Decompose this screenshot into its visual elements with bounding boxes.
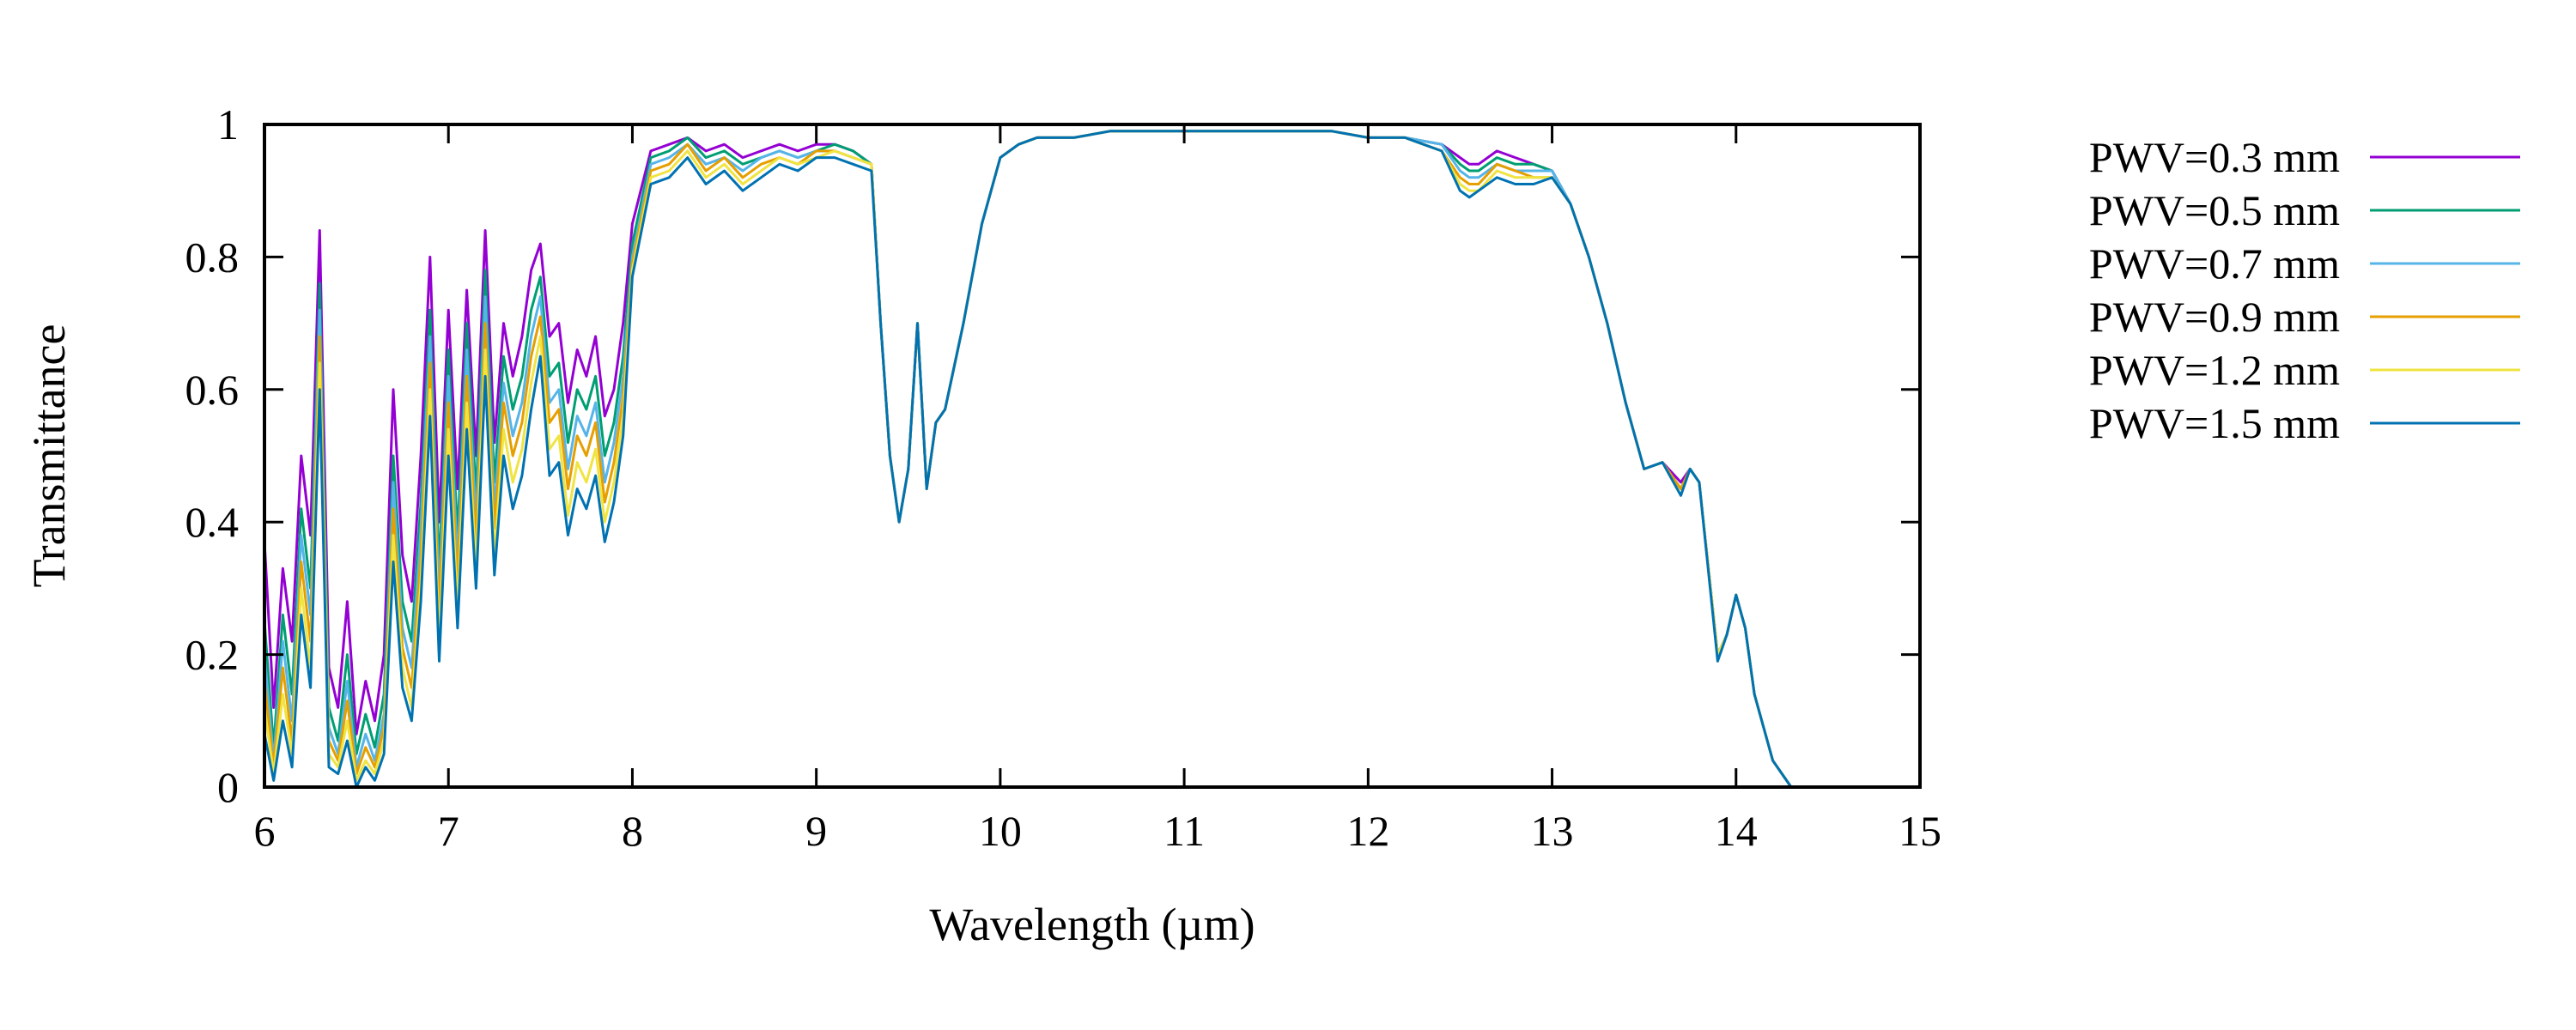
x-axis-label: Wavelength (µm) [929,899,1255,950]
y-tick-label: 0.4 [185,498,240,546]
y-tick-label: 1 [217,100,239,148]
x-tick-label: 13 [1531,807,1574,855]
x-tick-label: 15 [1899,807,1941,855]
legend-label: PWV=0.3 mm [2089,133,2340,181]
legend-item: PWV=1.5 mm [2089,399,2520,447]
legend-item: PWV=0.5 mm [2089,186,2520,234]
x-tick-label: 9 [805,807,827,855]
x-tick-label: 6 [254,807,276,855]
legend-item: PWV=0.7 mm [2089,239,2520,288]
y-tick-label: 0.2 [185,631,240,679]
legend-label: PWV=1.5 mm [2089,399,2340,447]
x-tick-label: 7 [438,807,459,855]
legend-item: PWV=1.2 mm [2089,346,2520,394]
x-tick-label: 14 [1715,807,1758,855]
x-tick-label: 12 [1346,807,1389,855]
y-tick-label: 0.6 [185,366,240,414]
legend-item: PWV=0.3 mm [2089,133,2520,181]
ticks-layer: 6 7 8 9 10 11 12 13 14 15 0 0.2 0.4 0.6 0.8 1 [185,100,1942,855]
x-tick-label: 11 [1163,807,1205,855]
x-tick-label: 8 [622,807,643,855]
series-layer [263,130,1920,789]
legend-label: PWV=0.7 mm [2089,239,2340,288]
plot-frame [263,123,1922,789]
x-tick-label: 10 [979,807,1022,855]
y-axis-label: Transmittance [23,324,75,588]
legend-label: PWV=0.5 mm [2089,186,2340,234]
legend-label: PWV=1.2 mm [2089,346,2340,394]
legend-item: PWV=0.9 mm [2089,293,2520,341]
series-line-6 [263,130,1920,789]
legend: PWV=0.3 mm PWV=0.5 mm PWV=0.7 mm PWV=0.9 mm… [2089,133,2520,447]
legend-label: PWV=0.9 mm [2089,293,2340,341]
y-tick-label: 0.8 [185,233,240,281]
y-tick-label: 0 [217,763,239,811]
